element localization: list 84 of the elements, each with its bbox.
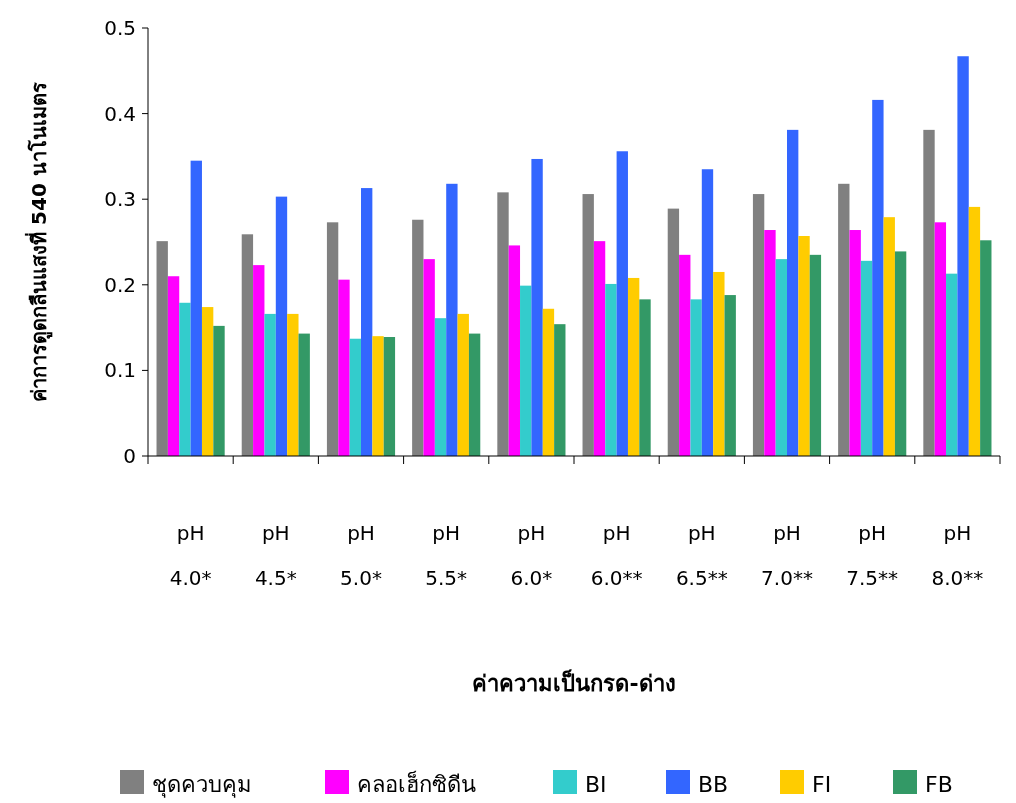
x-tick-label: pH 6.5**: [675, 521, 728, 590]
bar: [508, 245, 521, 456]
bar: [894, 251, 907, 456]
legend-label: คลอเฮ็กซิดีน: [357, 770, 476, 797]
bar: [361, 188, 373, 456]
y-tick-label: 0.4: [104, 101, 136, 126]
bar: [190, 160, 202, 456]
bar: [724, 295, 736, 456]
bar: [275, 196, 288, 456]
bar: [639, 299, 651, 456]
bar: [298, 333, 310, 456]
bar: [213, 325, 225, 456]
x-tick-label: pH 7.0**: [761, 521, 813, 590]
bar: [593, 241, 606, 456]
bar: [446, 183, 458, 456]
bar: [326, 222, 339, 456]
bar: [338, 279, 350, 456]
bar: [423, 259, 435, 456]
bar: [775, 259, 787, 456]
x-tick-label: pH 7.5**: [846, 521, 899, 590]
bar: [412, 219, 424, 456]
bar: [764, 230, 776, 456]
bar: [554, 324, 566, 456]
y-axis-title: ค่าการดูดกลืนแสงที่ 540 นาโนเมตร: [24, 82, 53, 402]
bar: [616, 151, 628, 456]
bar: [860, 260, 873, 456]
y-tick-label: 0.3: [104, 187, 136, 212]
legend-label: BB: [698, 772, 729, 797]
bar: [179, 302, 191, 456]
bar: [690, 299, 702, 456]
bar: [849, 230, 861, 456]
legend-label: ชุดควบคุม: [152, 772, 252, 798]
y-tick-label: 0.2: [104, 272, 136, 297]
bar: [156, 241, 168, 456]
x-tick-label: pH 6.0**: [590, 521, 643, 590]
bar: [582, 194, 594, 456]
legend-label: BI: [585, 772, 607, 797]
bar: [838, 183, 850, 456]
bar: [372, 336, 384, 456]
bar: [241, 234, 254, 456]
y-tick-label: 0.1: [104, 358, 136, 383]
x-axis-title: ค่าความเป็นกรด-ด่าง: [472, 669, 676, 696]
bar: [957, 56, 969, 456]
bar: [923, 129, 935, 456]
bar: [752, 194, 765, 456]
x-tick-label: pH 5.0*: [340, 521, 382, 590]
legend-label: FB: [925, 772, 953, 797]
bar: [434, 318, 447, 456]
legend-label: FI: [812, 772, 832, 797]
y-tick-label: 0.5: [104, 16, 136, 40]
bar: [383, 337, 396, 456]
bar: [497, 192, 509, 456]
bar: [253, 265, 265, 456]
bar: [627, 277, 640, 456]
bar: [264, 313, 276, 456]
bar: [349, 338, 361, 456]
bar: [787, 129, 799, 456]
bar: [872, 99, 884, 456]
bar: [980, 240, 992, 456]
bar: [934, 222, 947, 456]
bar: [667, 208, 680, 456]
bar: [287, 313, 299, 456]
x-tick-label: pH 8.0**: [931, 521, 984, 590]
bar: [542, 308, 555, 456]
bar: [201, 307, 214, 456]
bar: [946, 273, 958, 456]
bar: [457, 313, 469, 456]
bar: [167, 276, 180, 456]
bar: [468, 333, 481, 456]
bar: [520, 285, 532, 456]
x-tick-label: pH 5.5*: [425, 521, 468, 590]
bar: [968, 206, 981, 456]
bar: [701, 169, 714, 456]
bar: [713, 271, 725, 456]
y-tick-label: 0: [123, 444, 136, 468]
bar: [883, 217, 895, 456]
bar: [809, 254, 822, 456]
x-tick-label: pH 4.0*: [169, 521, 212, 590]
bar: [679, 254, 691, 456]
bar: [531, 158, 543, 456]
x-tick-label: pH 4.5*: [254, 521, 297, 590]
bar: [798, 236, 810, 456]
x-tick-label: pH 6.0*: [510, 521, 553, 590]
bar: [605, 283, 617, 456]
